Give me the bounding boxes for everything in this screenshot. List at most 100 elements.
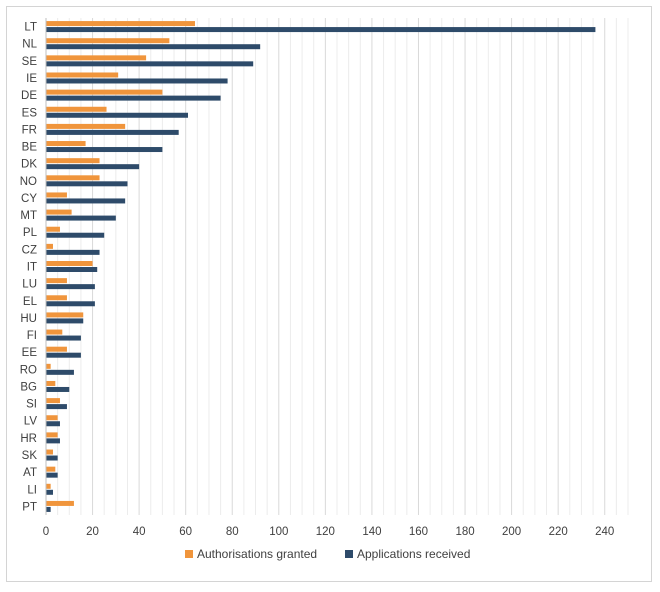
x-tick-label: 120 [316,526,335,538]
bar-applications-cz [46,249,100,255]
category-label: BG [20,381,37,393]
bar-applications-cy [46,198,126,204]
category-label: PT [22,501,37,513]
grid-lines [57,18,629,515]
category-label: LU [22,279,37,291]
bar-applications-dk [46,164,140,170]
bar-applications-pl [46,232,105,238]
bar-authorisations-de [46,89,163,95]
category-label: SE [22,56,38,68]
bar-authorisations-mt [46,209,72,215]
category-label: EE [22,347,38,359]
bar-authorisations-pl [46,226,60,232]
category-label: DK [21,159,37,171]
category-label: CZ [22,244,37,256]
bar-authorisations-li [46,483,51,489]
x-tick-label: 80 [226,526,239,538]
legend: Authorisations granted Applications recei… [185,547,470,561]
category-label: PL [23,227,38,239]
bar-authorisations-ee [46,346,67,352]
bar-applications-es [46,112,189,118]
category-label: LV [24,416,38,428]
x-tick-label: 60 [179,526,192,538]
legend-swatch-authorisations [185,550,193,558]
x-tick-label: 240 [595,526,614,538]
bar-authorisations-pt [46,500,74,506]
category-label: EL [23,296,38,308]
category-label: IE [26,73,37,85]
bar-applications-se [46,61,254,67]
x-tick-label: 100 [269,526,288,538]
x-tick-label: 220 [549,526,568,538]
bar-authorisations-ro [46,363,51,369]
x-tick-label: 180 [455,526,474,538]
bar-authorisations-no [46,175,100,181]
bar-authorisations-cy [46,192,67,198]
x-tick-label: 20 [86,526,99,538]
x-tick-label: 40 [133,526,146,538]
category-label: CY [21,193,37,205]
bar-applications-lv [46,421,60,427]
bar-applications-bg [46,386,70,392]
x-tick-label: 200 [502,526,521,538]
bar-authorisations-nl [46,38,170,44]
bar-applications-it [46,267,98,272]
chart-frame [6,6,652,582]
bar-authorisations-sk [46,449,53,455]
bar-applications-ro [46,369,74,375]
bar-applications-ie [46,78,228,84]
bar-authorisations-lt [46,21,195,27]
category-label: FR [22,124,37,136]
bar-applications-si [46,404,67,410]
bar-authorisations-bg [46,380,56,386]
bar-authorisations-at [46,466,56,472]
bar-authorisations-lu [46,278,67,284]
bar-applications-fr [46,129,179,135]
category-label: LI [27,484,37,496]
bar-authorisations-es [46,106,107,112]
bar-applications-hr [46,438,60,444]
bar-authorisations-hu [46,312,84,318]
bar-applications-hu [46,318,84,324]
legend-label: Authorisations granted [197,547,317,561]
labels: LT NL SE IE DE ES FR BE DK NO CY MT PL CZ IT LU EL HU FI EE… [20,22,615,538]
category-label: AT [23,467,37,479]
category-label: SK [22,450,38,462]
category-label: SI [26,399,37,411]
legend-label: Applications received [357,547,470,561]
bar-authorisations-dk [46,158,100,164]
bar-authorisations-cz [46,243,53,249]
bar-applications-be [46,147,163,153]
bars [46,21,596,512]
bar-authorisations-fi [46,329,63,335]
x-tick-label: 140 [362,526,381,538]
category-label: RO [20,364,37,376]
category-label: MT [20,210,37,222]
bar-authorisations-el [46,295,67,301]
bar-authorisations-fr [46,123,126,129]
legend-swatch-applications [345,550,353,558]
category-label: HU [20,313,37,325]
bar-applications-el [46,301,95,307]
bar-authorisations-lv [46,415,58,421]
category-label: NO [20,176,37,188]
category-label: ES [22,107,38,119]
bar-applications-ee [46,352,81,358]
bar-applications-sk [46,455,58,461]
category-label: IT [27,262,37,274]
category-label: BE [22,142,38,154]
bar-applications-lt [46,27,596,33]
category-label: LT [24,22,37,34]
category-label: NL [22,39,37,51]
bar-authorisations-si [46,398,60,404]
bar-authorisations-ie [46,72,119,78]
bar-applications-no [46,181,128,187]
bar-applications-fi [46,335,81,341]
bar-applications-li [46,489,53,495]
bar-authorisations-hr [46,432,58,438]
bar-authorisations-it [46,261,93,266]
bar-applications-at [46,472,58,478]
bar-applications-nl [46,44,261,50]
bar-applications-pt [46,506,51,512]
